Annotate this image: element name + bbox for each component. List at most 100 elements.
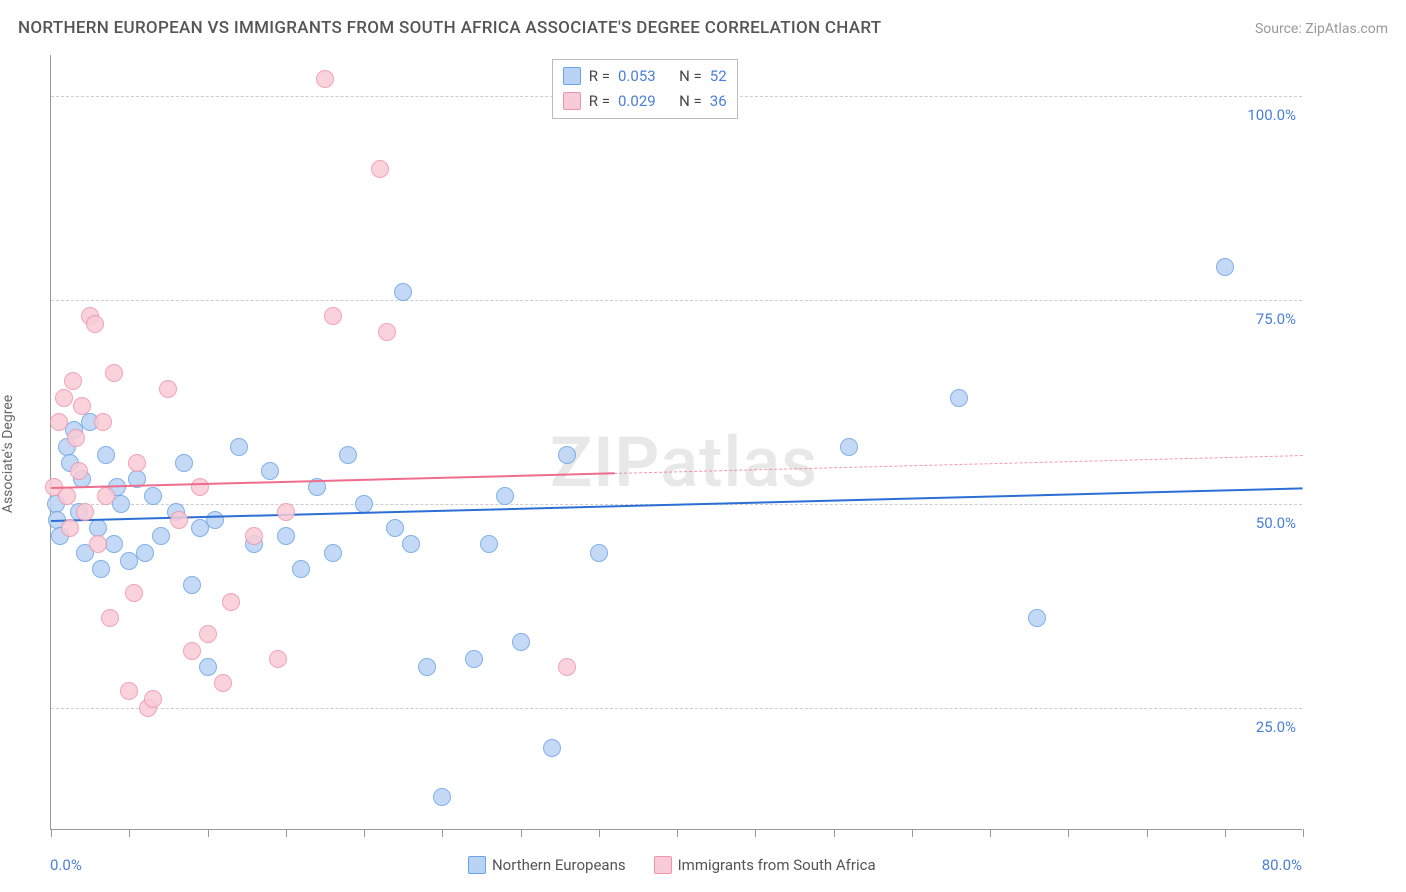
data-point: [76, 503, 94, 521]
xtick: [521, 829, 522, 837]
data-point: [152, 527, 170, 545]
xtick: [912, 829, 913, 837]
stats-row: R =0.053 N =52: [563, 64, 727, 89]
data-point: [339, 446, 357, 464]
data-point: [402, 535, 420, 553]
xtick: [286, 829, 287, 837]
legend-swatch: [654, 856, 672, 874]
trend-line: [51, 487, 1303, 522]
xtick: [442, 829, 443, 837]
ytick-label: 75.0%: [1256, 310, 1296, 328]
gridline-h: [51, 300, 1302, 301]
data-point: [92, 560, 110, 578]
data-point: [324, 544, 342, 562]
xtick: [834, 829, 835, 837]
xaxis-row: 0.0% Northern EuropeansImmigrants from S…: [50, 856, 1302, 874]
stats-row: R =0.029 N =36: [563, 89, 727, 114]
data-point: [128, 454, 146, 472]
data-point: [480, 535, 498, 553]
xaxis-max-label: 80.0%: [1262, 856, 1302, 874]
data-point: [543, 739, 561, 757]
xtick: [208, 829, 209, 837]
data-point: [67, 429, 85, 447]
data-point: [73, 397, 91, 415]
legend-swatch: [563, 67, 581, 85]
xtick: [599, 829, 600, 837]
xtick: [129, 829, 130, 837]
data-point: [105, 364, 123, 382]
data-point: [175, 454, 193, 472]
legend-swatch: [563, 92, 581, 110]
data-point: [144, 690, 162, 708]
data-point: [50, 413, 68, 431]
data-point: [86, 315, 104, 333]
data-point: [144, 487, 162, 505]
data-point: [245, 527, 263, 545]
data-point: [206, 511, 224, 529]
data-point: [199, 658, 217, 676]
watermark-suffix: atlas: [660, 422, 818, 504]
data-point: [277, 503, 295, 521]
stats-legend: R =0.053 N =52R =0.029 N =36: [552, 59, 738, 119]
xtick: [1303, 829, 1304, 837]
data-point: [418, 658, 436, 676]
watermark: ZIPatlas: [550, 422, 818, 504]
source-label: Source: ZipAtlas.com: [1255, 21, 1388, 37]
ytick-label: 50.0%: [1256, 514, 1296, 532]
data-point: [58, 487, 76, 505]
data-point: [101, 609, 119, 627]
data-point: [324, 307, 342, 325]
data-point: [950, 389, 968, 407]
chart-title: NORTHERN EUROPEAN VS IMMIGRANTS FROM SOU…: [18, 18, 881, 38]
data-point: [292, 560, 310, 578]
data-point: [590, 544, 608, 562]
data-point: [64, 372, 82, 390]
xaxis-min-label: 0.0%: [50, 856, 82, 874]
data-point: [512, 633, 530, 651]
data-point: [558, 446, 576, 464]
xtick: [51, 829, 52, 837]
data-point: [199, 625, 217, 643]
data-point: [183, 576, 201, 594]
legend-label: Immigrants from South Africa: [678, 856, 876, 874]
data-point: [97, 446, 115, 464]
ytick-label: 25.0%: [1256, 718, 1296, 736]
data-point: [261, 462, 279, 480]
data-point: [222, 593, 240, 611]
data-point: [378, 323, 396, 341]
xtick: [990, 829, 991, 837]
data-point: [386, 519, 404, 537]
data-point: [183, 642, 201, 660]
data-point: [371, 160, 389, 178]
data-point: [170, 511, 188, 529]
data-point: [214, 674, 232, 692]
data-point: [112, 495, 130, 513]
data-point: [105, 535, 123, 553]
legend-item: Immigrants from South Africa: [654, 856, 876, 874]
data-point: [1028, 609, 1046, 627]
data-point: [277, 527, 295, 545]
data-point: [394, 283, 412, 301]
data-point: [70, 462, 88, 480]
data-point: [496, 487, 514, 505]
data-point: [840, 438, 858, 456]
xtick: [677, 829, 678, 837]
xtick: [1225, 829, 1226, 837]
data-point: [316, 70, 334, 88]
data-point: [159, 380, 177, 398]
data-point: [89, 535, 107, 553]
data-point: [89, 519, 107, 537]
data-point: [269, 650, 287, 668]
ytick-label: 100.0%: [1247, 106, 1296, 124]
xtick: [1147, 829, 1148, 837]
data-point: [191, 478, 209, 496]
data-point: [433, 788, 451, 806]
bottom-legend: Northern EuropeansImmigrants from South …: [468, 856, 876, 874]
data-point: [61, 519, 79, 537]
data-point: [1216, 258, 1234, 276]
data-point: [120, 682, 138, 700]
xtick: [1068, 829, 1069, 837]
data-point: [465, 650, 483, 668]
xtick: [755, 829, 756, 837]
trend-line-dashed: [614, 455, 1303, 474]
